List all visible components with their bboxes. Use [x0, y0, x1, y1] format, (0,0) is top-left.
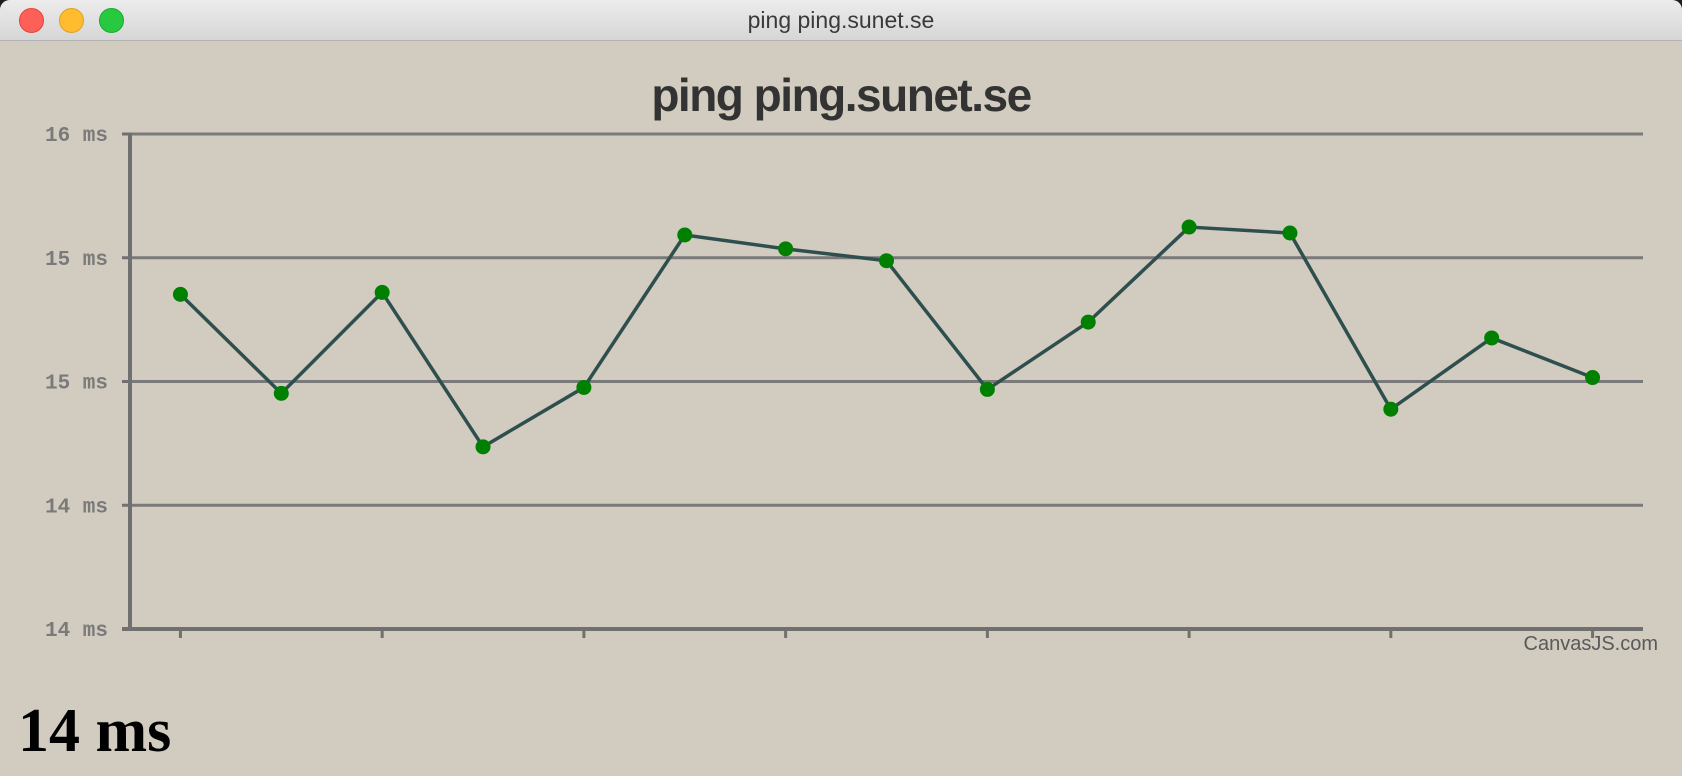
current-ping-readout: 14 ms — [18, 697, 172, 765]
y-tick-label: 15 ms — [45, 373, 108, 396]
data-point — [1383, 401, 1399, 417]
data-point — [778, 241, 794, 257]
data-point — [1080, 314, 1096, 330]
data-point — [979, 381, 995, 397]
canvasjs-credit: CanvasJS.com — [1524, 633, 1659, 655]
ping-chart: ping ping.sunet.se 16 ms 15 ms 15 ms 14 ms 14… — [45, 69, 1659, 655]
data-point — [576, 379, 592, 395]
data-point — [1282, 225, 1298, 241]
data-point — [1484, 330, 1500, 346]
y-tick-label: 16 ms — [45, 125, 108, 148]
minimize-button[interactable] — [59, 8, 84, 33]
y-tick-label: 15 ms — [45, 249, 108, 272]
data-point — [172, 286, 188, 302]
chart-title: ping ping.sunet.se — [651, 69, 1031, 121]
title-bar[interactable]: ping ping.sunet.se — [0, 0, 1682, 41]
y-tick-label: 14 ms — [45, 496, 108, 519]
data-point — [1181, 219, 1197, 235]
zoom-button[interactable] — [99, 8, 124, 33]
data-point — [273, 385, 289, 401]
data-point — [1585, 370, 1601, 386]
close-button[interactable] — [19, 8, 44, 33]
y-tick-label: 14 ms — [45, 620, 108, 643]
data-point — [879, 253, 894, 269]
data-point — [374, 284, 390, 300]
data-point — [475, 439, 491, 455]
window-title: ping ping.sunet.se — [747, 7, 935, 33]
data-point — [677, 227, 693, 243]
